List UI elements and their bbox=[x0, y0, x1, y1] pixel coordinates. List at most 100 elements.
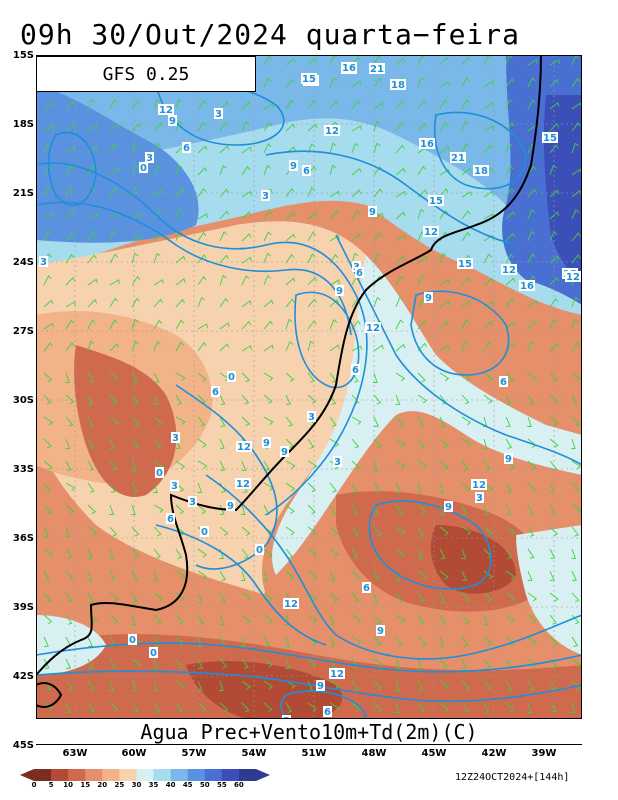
wind-barb bbox=[197, 680, 203, 691]
contour-label-bg bbox=[145, 152, 154, 163]
contour-label: 6 bbox=[303, 166, 310, 177]
lon-label: 48W bbox=[361, 748, 387, 759]
contour-label-bg bbox=[335, 285, 344, 296]
wind-barb bbox=[505, 372, 514, 383]
lat-label: 33S bbox=[12, 464, 34, 475]
wind-barb bbox=[131, 614, 136, 625]
wind-barb bbox=[219, 614, 225, 625]
wind-barb bbox=[439, 188, 449, 198]
wind-barb bbox=[439, 300, 450, 308]
wind-barb bbox=[394, 702, 400, 713]
wind-barb bbox=[109, 658, 116, 669]
colorbar-tick-label: 30 bbox=[131, 781, 142, 789]
colorbar-swatch bbox=[204, 769, 223, 781]
wind-barb bbox=[109, 143, 118, 154]
wind-barb bbox=[43, 614, 53, 624]
wind-barb bbox=[395, 144, 405, 154]
contour-label-bg bbox=[262, 437, 271, 448]
wind-barb bbox=[241, 233, 252, 242]
wind-barb bbox=[87, 394, 93, 405]
contour-label-bg bbox=[542, 132, 558, 143]
wind-barb bbox=[483, 636, 493, 646]
wind-barb bbox=[549, 570, 555, 581]
wind-barb bbox=[329, 344, 340, 352]
wind-barb bbox=[65, 680, 74, 691]
wind-barb bbox=[372, 460, 378, 472]
wind-barb bbox=[43, 275, 52, 286]
wind-barb bbox=[571, 504, 582, 514]
wind-barb bbox=[285, 548, 294, 559]
wind-barb bbox=[417, 592, 425, 603]
wind-barb bbox=[417, 438, 425, 449]
wind-barb bbox=[109, 394, 118, 405]
contour-label-bg bbox=[504, 453, 513, 464]
contour-label-bg bbox=[450, 152, 466, 163]
wind-barb bbox=[505, 504, 512, 515]
wind-barb bbox=[64, 526, 70, 538]
wind-barb bbox=[197, 323, 208, 330]
wind-barb bbox=[307, 57, 318, 66]
contour-label-bg bbox=[235, 478, 251, 489]
wind-barb bbox=[417, 416, 424, 427]
wind-barb bbox=[395, 680, 400, 691]
wind-barb bbox=[307, 548, 318, 558]
wind-barb bbox=[461, 120, 469, 132]
wind-barb bbox=[373, 636, 382, 647]
wind-barb bbox=[571, 592, 580, 603]
wind-barb bbox=[329, 570, 335, 581]
wind-barb bbox=[131, 504, 136, 515]
wind-barb bbox=[65, 372, 70, 383]
contour-label-bg bbox=[301, 73, 317, 84]
wind-barb bbox=[87, 213, 98, 220]
contour-label: 0 bbox=[150, 648, 157, 659]
wind-barb bbox=[373, 77, 383, 88]
wind-barb bbox=[549, 231, 558, 242]
wind-barb bbox=[175, 614, 184, 625]
wind-barb bbox=[65, 702, 72, 713]
contour-label: 15 bbox=[458, 259, 472, 270]
wind-barb bbox=[131, 275, 141, 286]
wind-barb bbox=[373, 120, 381, 132]
contour-label: 12 bbox=[284, 599, 298, 610]
wind-barb bbox=[571, 209, 580, 220]
wind-barb bbox=[219, 297, 229, 308]
weather-map: 1215211621181293612315211618150963912151… bbox=[36, 55, 582, 745]
contour-label: 6 bbox=[500, 377, 507, 388]
wind-barb bbox=[505, 211, 516, 220]
lon-label: 39W bbox=[531, 748, 557, 759]
wind-barb bbox=[461, 232, 471, 242]
wind-barb bbox=[461, 570, 467, 581]
colorbar-swatch bbox=[153, 769, 171, 781]
wind-barb bbox=[571, 438, 576, 449]
wind-barb bbox=[87, 702, 96, 713]
wind-barb bbox=[43, 504, 52, 515]
wind-barb bbox=[439, 416, 446, 427]
wind-barb bbox=[351, 320, 361, 330]
wind-barb bbox=[329, 614, 335, 625]
wind-barb bbox=[351, 210, 361, 220]
wind-barb bbox=[285, 636, 290, 647]
wind-barb bbox=[285, 416, 293, 427]
wind-barb bbox=[175, 255, 186, 264]
wind-barb bbox=[87, 254, 97, 264]
colorbar-tick-label: 10 bbox=[63, 781, 74, 789]
wind-barb bbox=[307, 186, 315, 198]
wind-barb bbox=[153, 252, 161, 264]
wind-barb bbox=[131, 235, 142, 242]
contour-label: 12 bbox=[566, 272, 580, 283]
contour-label: 9 bbox=[505, 454, 512, 465]
contour-label: 15 bbox=[429, 196, 443, 207]
wind-barb bbox=[571, 548, 577, 559]
wind-barb bbox=[571, 318, 579, 330]
wind-barb bbox=[109, 416, 120, 426]
wind-barb bbox=[483, 680, 493, 690]
wind-barb bbox=[373, 394, 382, 405]
wind-barb bbox=[549, 526, 558, 537]
wind-barb bbox=[109, 343, 120, 352]
wind-barb bbox=[417, 320, 427, 330]
wind-barb bbox=[43, 482, 51, 493]
wind-barb bbox=[461, 658, 467, 669]
wind-barb bbox=[307, 231, 316, 242]
contour-label: 6 bbox=[363, 583, 370, 594]
wind-barb bbox=[131, 318, 139, 330]
